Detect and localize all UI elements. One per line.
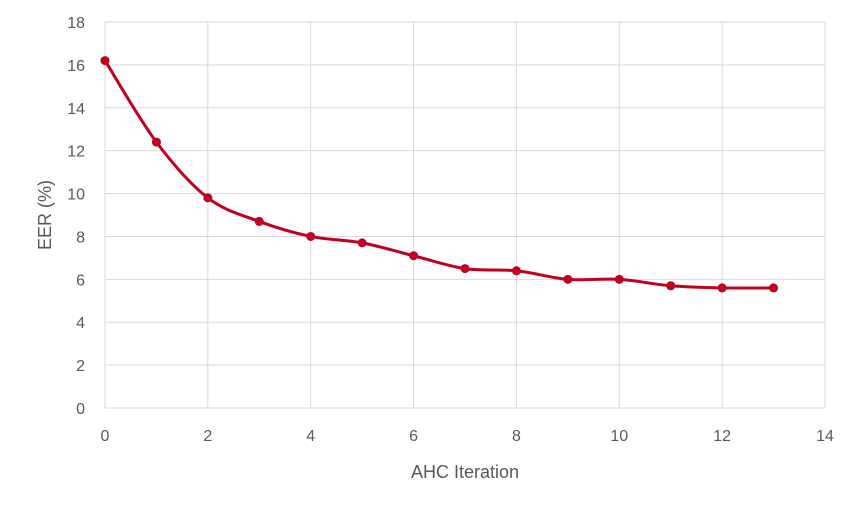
x-tick-label: 12 xyxy=(713,428,731,445)
data-point xyxy=(254,216,264,226)
axis-titles: AHC Iteration EER (%) xyxy=(35,180,519,482)
y-tick-label: 6 xyxy=(76,272,85,289)
data-point xyxy=(614,274,624,284)
data-point xyxy=(511,266,521,276)
data-point xyxy=(100,56,110,66)
series xyxy=(100,56,779,293)
data-point xyxy=(666,281,676,291)
x-tick-label: 4 xyxy=(306,428,315,445)
y-tick-label: 4 xyxy=(76,315,85,332)
tick-labels: 0 2 4 6 8 10 12 14 16 18 0 2 4 6 8 10 12 14 xyxy=(67,15,834,445)
y-tick-label: 18 xyxy=(67,15,85,32)
data-point xyxy=(357,238,367,248)
y-tick-label: 2 xyxy=(76,358,85,375)
y-tick-label: 0 xyxy=(76,401,85,418)
series-line xyxy=(103,59,776,290)
y-axis-title: EER (%) xyxy=(35,180,55,250)
x-tick-label: 2 xyxy=(203,428,212,445)
grid xyxy=(104,21,826,409)
data-point xyxy=(460,264,470,274)
data-point xyxy=(769,283,779,293)
x-tick-label: 0 xyxy=(101,428,110,445)
data-point xyxy=(717,283,727,293)
data-point xyxy=(151,137,161,147)
x-axis-title: AHC Iteration xyxy=(411,462,519,482)
y-tick-label: 8 xyxy=(76,229,85,246)
data-point xyxy=(409,251,419,261)
data-point xyxy=(203,193,213,203)
x-tick-label: 14 xyxy=(816,428,834,445)
data-point xyxy=(563,274,573,284)
x-tick-label: 8 xyxy=(512,428,521,445)
y-tick-label: 16 xyxy=(67,58,85,75)
y-tick-label: 12 xyxy=(67,144,85,161)
y-tick-label: 14 xyxy=(67,101,85,118)
x-tick-label: 10 xyxy=(610,428,628,445)
data-point xyxy=(306,231,316,241)
y-tick-label: 10 xyxy=(67,187,85,204)
x-tick-label: 6 xyxy=(409,428,418,445)
